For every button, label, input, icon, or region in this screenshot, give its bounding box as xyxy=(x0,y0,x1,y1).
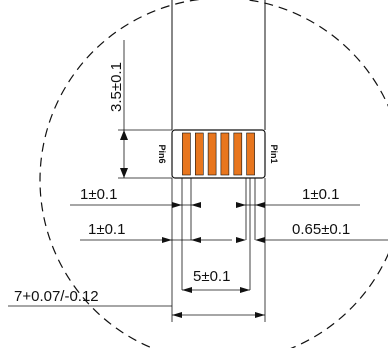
row2-right-arrow xyxy=(255,237,265,243)
contact-pad xyxy=(195,132,204,176)
row1-right-arrow xyxy=(236,202,246,208)
contact-pad xyxy=(182,132,191,176)
tail-dim-arrow-bottom xyxy=(120,168,128,178)
right-margin-upper-label: 1±0.1 xyxy=(302,186,339,203)
pad-span-arrow-right xyxy=(240,287,250,293)
total-width-arrow-right xyxy=(255,312,265,318)
pad-span-arrow-left xyxy=(182,287,192,293)
row1-right-arrow2 xyxy=(255,202,265,208)
pad-span-label: 5±0.1 xyxy=(193,268,230,285)
row2-mid-arrow xyxy=(236,237,246,243)
tail-dim-arrow-top xyxy=(120,130,128,140)
left-margin-lower-label: 1±0.1 xyxy=(88,221,125,238)
tail-length-label: 3.5±0.1 xyxy=(108,62,125,112)
contact-pad xyxy=(207,132,217,176)
row1-left-arrow xyxy=(172,202,182,208)
contact-pad xyxy=(246,132,255,176)
detail-circle xyxy=(39,0,388,348)
pitch-label: 0.65±0.1 xyxy=(292,221,350,238)
left-margin-upper-label: 1±0.1 xyxy=(80,186,117,203)
row2-left-arrow xyxy=(162,237,172,243)
pin1-label: Pin1 xyxy=(269,144,279,163)
total-width-arrow-left xyxy=(172,312,182,318)
row2-left-arrow2 xyxy=(191,237,201,243)
contact-pad xyxy=(220,132,230,176)
contact-pad xyxy=(233,132,243,176)
pad-group xyxy=(182,132,255,176)
total-width-label: 7+0.07/-0.12 xyxy=(14,288,99,305)
pin6-label: Pin6 xyxy=(157,144,167,163)
row1-left-arrow2 xyxy=(191,202,201,208)
